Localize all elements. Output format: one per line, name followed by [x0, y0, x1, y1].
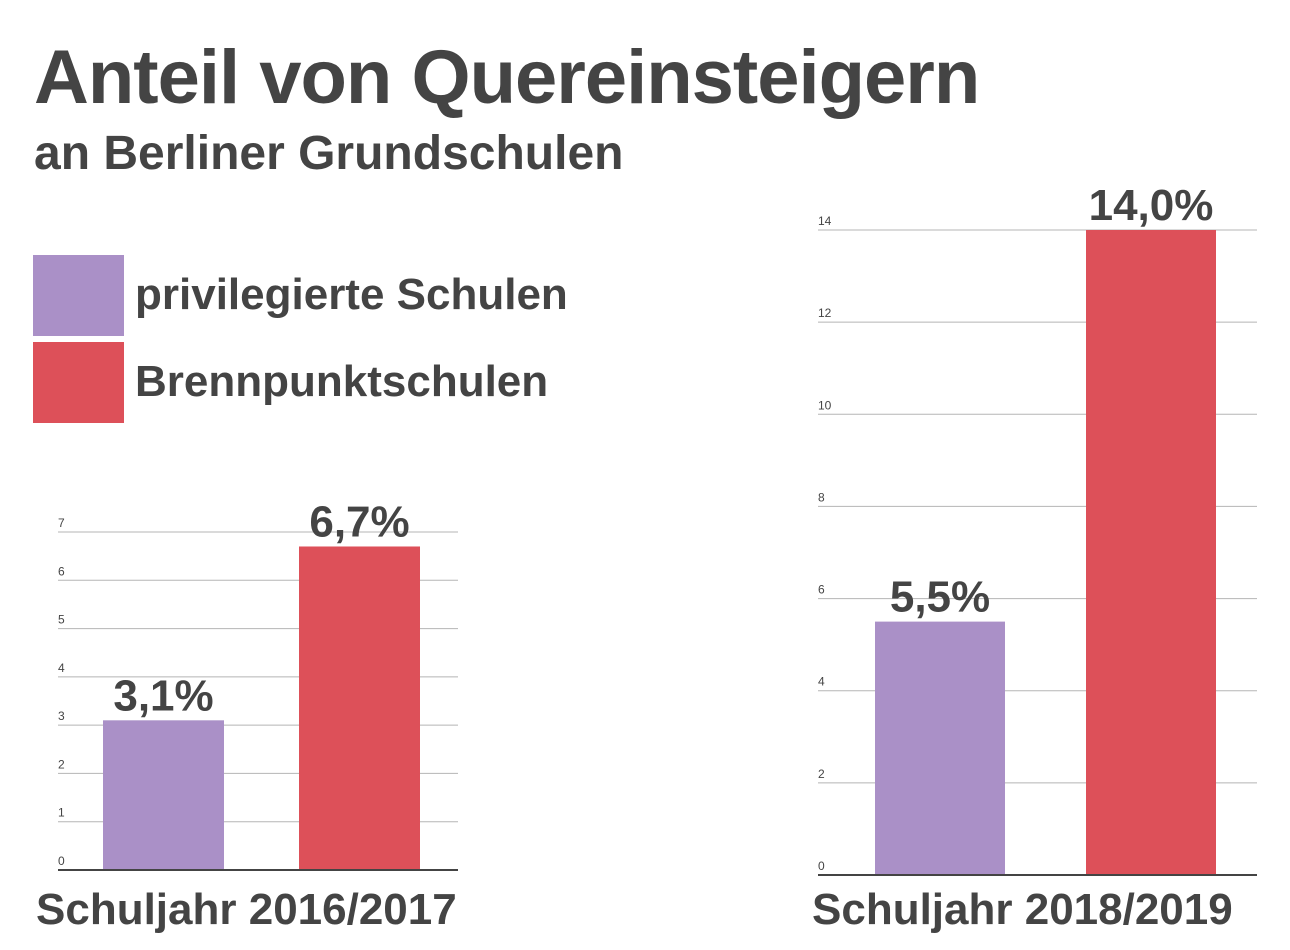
data-label: 3,1% [113, 671, 213, 720]
y-tick-label: 3 [58, 709, 65, 723]
data-label: 14,0% [1089, 181, 1214, 230]
y-tick-label: 4 [58, 661, 65, 675]
legend-swatch-hotspot [33, 342, 124, 423]
legend-label-hotspot: Brennpunktschulen [135, 357, 549, 406]
y-tick-label: 0 [58, 854, 65, 868]
y-tick-label: 6 [818, 583, 825, 597]
bar [875, 621, 1005, 875]
y-tick-label: 6 [58, 564, 65, 578]
legend-swatch-privileged [33, 255, 124, 336]
bar [1086, 230, 1216, 875]
y-tick-label: 2 [58, 757, 65, 771]
y-tick-label: 4 [818, 675, 825, 689]
y-tick-label: 0 [818, 859, 825, 873]
y-tick-label: 10 [818, 398, 832, 412]
legend-label-privileged: privilegierte Schulen [135, 270, 568, 319]
x-axis-label-2018-2019: Schuljahr 2018/2019 [812, 885, 1233, 934]
y-tick-label: 7 [58, 516, 65, 530]
y-tick-label: 14 [818, 214, 832, 228]
chart-title: Anteil von Quereinsteigern [34, 35, 980, 120]
y-tick-label: 8 [818, 490, 825, 504]
bar [103, 720, 224, 870]
y-tick-label: 2 [818, 767, 825, 781]
data-label: 6,7% [309, 497, 409, 546]
x-axis-label-2016-2017: Schuljahr 2016/2017 [36, 885, 457, 934]
y-tick-label: 12 [818, 306, 832, 320]
chart-subtitle: an Berliner Grundschulen [34, 127, 624, 180]
y-tick-label: 1 [58, 806, 65, 820]
y-tick-label: 5 [58, 613, 65, 627]
bar [299, 546, 420, 870]
data-label: 5,5% [890, 573, 990, 622]
